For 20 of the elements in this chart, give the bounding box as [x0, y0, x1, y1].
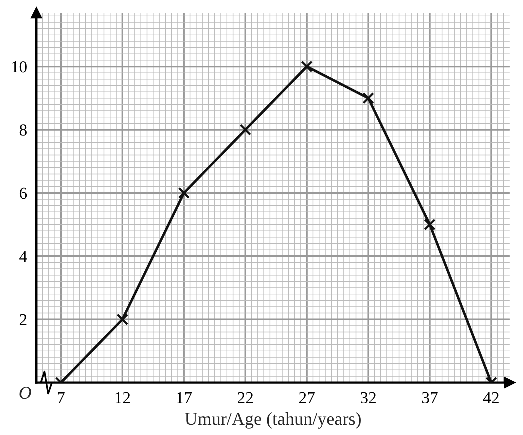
point: [240, 124, 252, 136]
x-tick-label: 7: [58, 392, 65, 404]
text: O: [20, 387, 32, 400]
x-tick-label: 32: [361, 392, 376, 404]
point: [424, 218, 436, 231]
point: [362, 92, 374, 104]
x-tick-label: 17: [177, 392, 192, 404]
x-tick-label: 12: [116, 392, 130, 404]
x-tick-label: 27: [299, 392, 315, 404]
y-tick-label: 2: [20, 314, 27, 326]
x-tick-label: 37: [422, 392, 438, 404]
y-tick-label: 6: [20, 188, 28, 200]
x-tick-label: 22: [238, 392, 254, 404]
point: [178, 187, 190, 200]
y-tick-label: 4: [20, 251, 28, 262]
x-tick-label: 42: [483, 392, 499, 404]
y-tick-label: 10: [12, 61, 27, 73]
y-tick-label: 8: [20, 124, 27, 136]
x-axis-title: Umur/Age (tahun/years): [185, 412, 361, 429]
point: [301, 60, 313, 73]
